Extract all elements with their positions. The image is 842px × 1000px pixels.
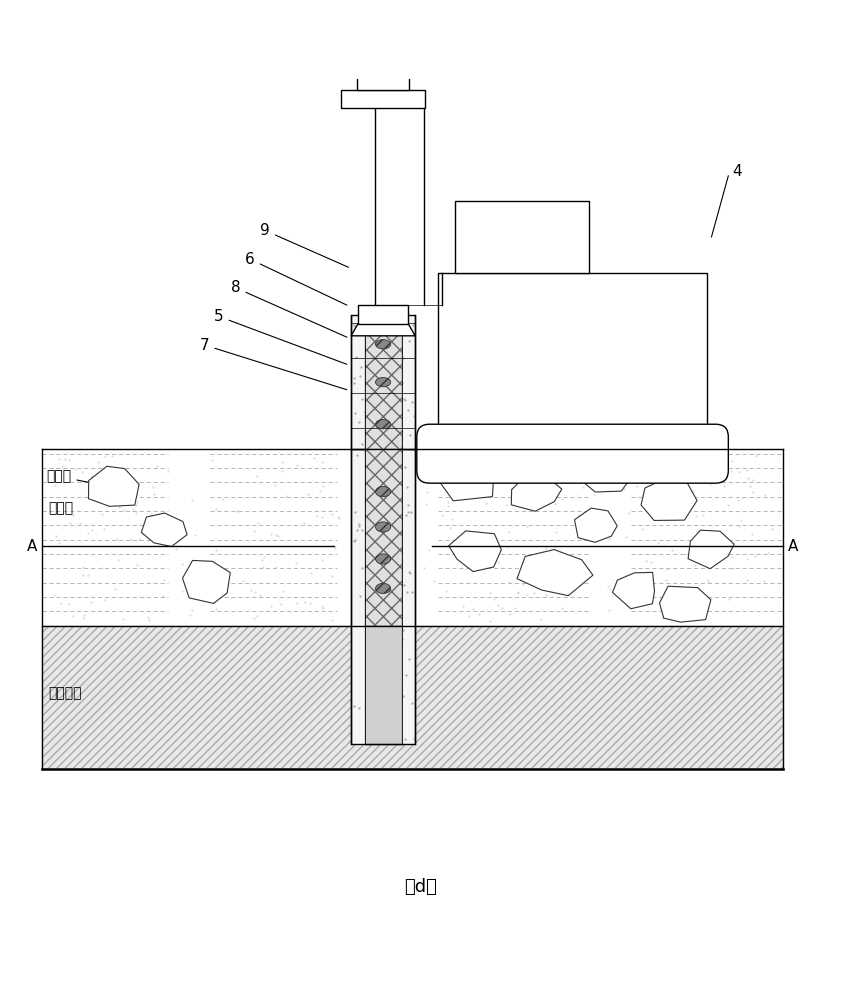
Text: 4: 4 — [732, 164, 742, 179]
Polygon shape — [574, 508, 617, 542]
Polygon shape — [517, 550, 593, 596]
Text: 原状土层: 原状土层 — [48, 687, 82, 701]
Ellipse shape — [376, 314, 391, 324]
Polygon shape — [641, 479, 697, 520]
Text: 7: 7 — [200, 338, 347, 390]
Text: 5: 5 — [214, 309, 347, 364]
Text: A: A — [27, 539, 37, 554]
Ellipse shape — [376, 487, 391, 497]
Polygon shape — [351, 324, 415, 336]
Bar — [455, 201, 589, 273]
Bar — [42, 626, 783, 769]
Polygon shape — [88, 466, 139, 506]
Bar — [365, 449, 402, 626]
Bar — [351, 449, 415, 744]
Polygon shape — [141, 513, 187, 547]
Ellipse shape — [376, 583, 391, 593]
Ellipse shape — [376, 554, 391, 564]
Ellipse shape — [376, 340, 391, 349]
Polygon shape — [688, 530, 734, 569]
Bar — [358, 305, 408, 324]
Polygon shape — [183, 560, 230, 603]
FancyBboxPatch shape — [417, 424, 728, 483]
Polygon shape — [612, 572, 654, 609]
Text: 9: 9 — [260, 223, 349, 267]
Polygon shape — [574, 447, 636, 492]
Bar — [357, 76, 409, 90]
Ellipse shape — [376, 522, 391, 532]
Text: 8: 8 — [231, 280, 347, 337]
Text: 大块石: 大块石 — [46, 469, 111, 487]
Polygon shape — [511, 474, 562, 511]
Bar — [42, 449, 783, 626]
Text: A: A — [788, 539, 798, 554]
Bar — [337, 51, 429, 76]
Text: （d）: （d） — [404, 878, 438, 896]
Text: 6: 6 — [245, 252, 347, 305]
Bar — [351, 315, 415, 449]
Polygon shape — [449, 531, 501, 572]
Polygon shape — [436, 451, 494, 501]
Bar — [438, 273, 707, 441]
Ellipse shape — [376, 377, 391, 387]
Ellipse shape — [376, 420, 391, 429]
Bar — [365, 626, 402, 744]
Bar — [365, 315, 402, 449]
Polygon shape — [659, 586, 711, 622]
Bar — [341, 90, 425, 108]
Text: 填土层: 填土层 — [48, 501, 73, 515]
